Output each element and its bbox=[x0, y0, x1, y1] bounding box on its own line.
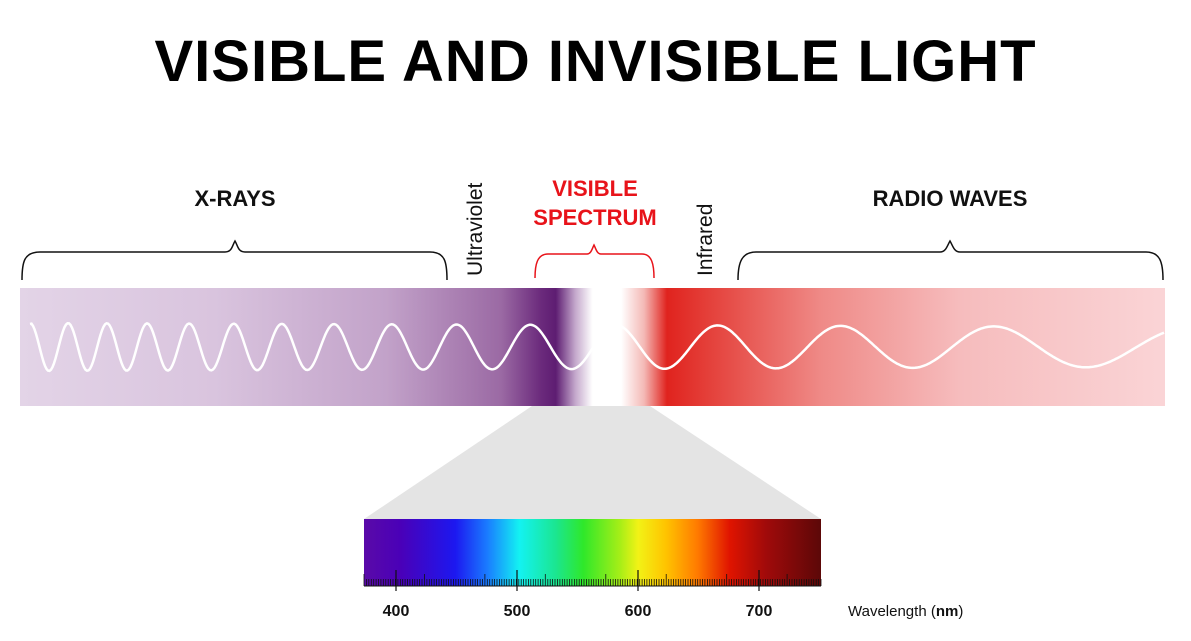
page-title: VISIBLE AND INVISIBLE LIGHT bbox=[154, 29, 1037, 94]
wavelength-wave bbox=[29, 321, 1165, 373]
visible-label-line1: VISIBLE bbox=[552, 176, 638, 201]
visible-spectrum-label: VISIBLE SPECTRUM bbox=[510, 174, 680, 232]
visible-label-line2: SPECTRUM bbox=[533, 205, 657, 230]
axis-label-unit: nm bbox=[935, 603, 959, 620]
xrays-label: X-RAYS bbox=[194, 186, 276, 211]
wavelength-axis-label: Wavelength (nm) bbox=[848, 603, 963, 620]
axis-label-suffix: ) bbox=[958, 603, 964, 620]
tick-label-500: 500 bbox=[503, 603, 531, 620]
zoom-funnel bbox=[364, 406, 821, 519]
radio-brace bbox=[737, 239, 1164, 281]
infrared-label: Infrared bbox=[694, 203, 717, 276]
wavelength-ruler bbox=[363, 570, 822, 591]
visible-brace bbox=[534, 243, 655, 279]
xrays-brace bbox=[21, 239, 448, 281]
axis-label-prefix: Wavelength ( bbox=[848, 603, 936, 620]
tick-label-600: 600 bbox=[624, 603, 652, 620]
visible-spectrum-bar bbox=[364, 519, 821, 586]
ultraviolet-label: Ultraviolet bbox=[464, 182, 487, 276]
tick-label-700: 700 bbox=[745, 603, 773, 620]
tick-label-400: 400 bbox=[382, 603, 410, 620]
radio-waves-label: RADIO WAVES bbox=[872, 186, 1028, 211]
